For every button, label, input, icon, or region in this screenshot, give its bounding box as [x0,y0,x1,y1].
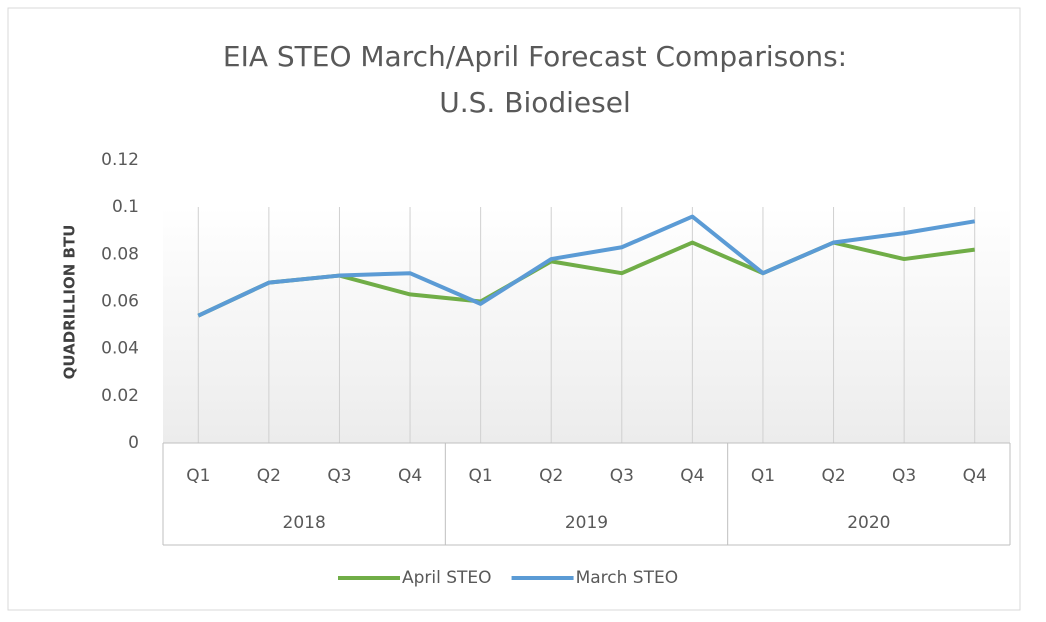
x-tick-label: Q1 [751,466,775,486]
legend-label: March STEO [576,568,679,588]
x-tick-label: Q2 [821,466,845,486]
y-tick-label: 0 [128,433,139,453]
group-label: 2020 [847,513,890,533]
x-tick-label: Q2 [257,466,281,486]
plot-background [163,207,1010,443]
y-tick-label: 0.1 [112,197,139,217]
y-tick-label: 0.06 [101,292,139,312]
y-tick-label: 0.02 [101,386,139,406]
x-tick-label: Q4 [963,466,987,486]
x-tick-label: Q1 [469,466,493,486]
chart-title: U.S. Biodiesel [439,86,630,119]
x-tick-label: Q1 [186,466,210,486]
x-tick-label: Q3 [327,466,351,486]
chart-title: EIA STEO March/April Forecast Comparison… [223,40,847,73]
series-line [197,214,976,318]
x-tick-label: Q4 [398,466,422,486]
group-label: 2019 [565,513,608,533]
legend-label: April STEO [402,568,492,588]
y-tick-label: 0.04 [101,339,139,359]
y-tick-label: 0.08 [101,244,139,264]
x-tick-label: Q3 [610,466,634,486]
x-tick-label: Q4 [680,466,704,486]
x-tick-label: Q2 [539,466,563,486]
y-axis-label: QUADRILLION BTU [61,225,79,380]
x-tick-label: Q3 [892,466,916,486]
y-tick-label: 0.12 [101,150,139,170]
group-label: 2018 [283,513,326,533]
